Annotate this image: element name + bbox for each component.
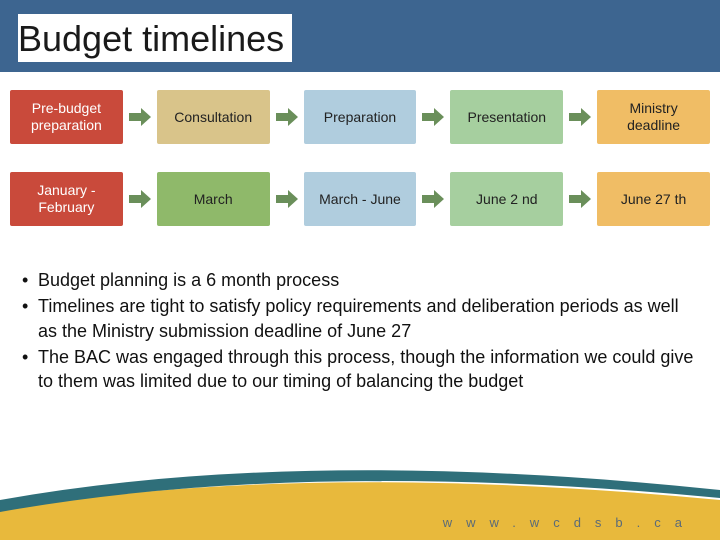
arrow-right-icon xyxy=(567,186,593,212)
flow-box: March xyxy=(157,172,270,226)
arrow-right-icon xyxy=(274,186,300,212)
arrow-right-icon xyxy=(127,186,153,212)
flow-section: Pre-budget preparation Consultation Prepar… xyxy=(0,72,720,262)
flow-box: June 2 nd xyxy=(450,172,563,226)
flow-box: June 27 th xyxy=(597,172,710,226)
bullet-item: Budget planning is a 6 month process xyxy=(22,268,698,292)
flow-box: Ministry deadline xyxy=(597,90,710,144)
title-bar: Budget timelines xyxy=(0,0,720,72)
flow-box: Consultation xyxy=(157,90,270,144)
flow-box: March - June xyxy=(304,172,417,226)
arrow-right-icon xyxy=(420,104,446,130)
arrow-right-icon xyxy=(274,104,300,130)
flow-row-phases: Pre-budget preparation Consultation Prepar… xyxy=(10,90,710,144)
flow-box: Presentation xyxy=(450,90,563,144)
bullet-item: Timelines are tight to satisfy policy re… xyxy=(22,294,698,343)
footer-url: www.wcdsb.ca xyxy=(443,515,696,530)
page-title: Budget timelines xyxy=(18,14,292,62)
flow-row-dates: January - February March March - June June … xyxy=(10,172,710,226)
bullet-item: The BAC was engaged through this process… xyxy=(22,345,698,394)
arrow-right-icon xyxy=(420,186,446,212)
arrow-right-icon xyxy=(567,104,593,130)
flow-box: January - February xyxy=(10,172,123,226)
flow-box: Pre-budget preparation xyxy=(10,90,123,144)
flow-box: Preparation xyxy=(304,90,417,144)
bullet-list: Budget planning is a 6 month processTime… xyxy=(0,262,720,393)
arrow-right-icon xyxy=(127,104,153,130)
